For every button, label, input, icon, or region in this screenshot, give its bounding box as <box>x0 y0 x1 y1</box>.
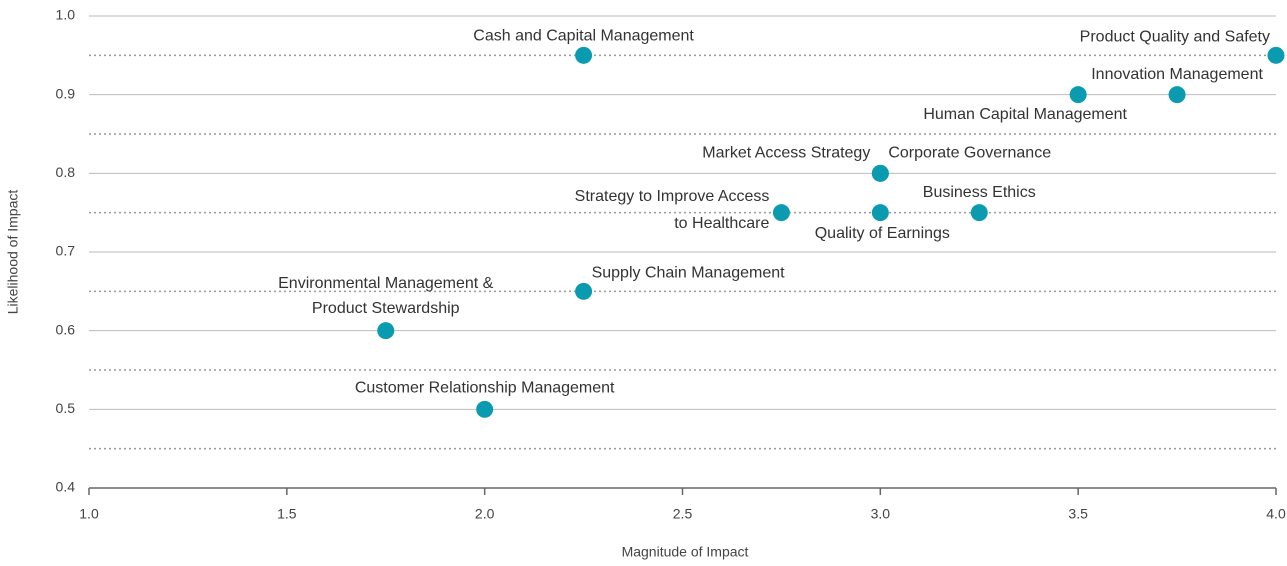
y-axis-label: Likelihood of Impact <box>5 190 21 315</box>
point-label: Quality of Earnings <box>815 225 950 242</box>
point-label: Market Access Strategy <box>702 145 870 162</box>
y-tick-label: 0.4 <box>56 479 76 495</box>
point <box>1267 46 1285 64</box>
point <box>871 164 889 182</box>
point-label: to Healthcare <box>674 215 769 232</box>
point <box>575 46 593 64</box>
y-tick-label: 0.6 <box>56 321 76 337</box>
x-tick-label: 2.5 <box>673 506 693 522</box>
point <box>1168 86 1186 104</box>
y-tick-label: 0.9 <box>56 85 76 101</box>
point-label: Innovation Management <box>1091 66 1263 83</box>
x-tick-label: 1.0 <box>79 506 99 522</box>
point-label: Corporate Governance <box>888 145 1051 162</box>
point <box>575 282 593 300</box>
point-label: Environmental Management & <box>278 275 494 292</box>
point <box>1069 86 1087 104</box>
x-tick-label: 4.0 <box>1266 506 1286 522</box>
x-axis-label: Magnitude of Impact <box>622 544 749 560</box>
y-tick-label: 0.8 <box>56 164 76 180</box>
point <box>871 204 889 222</box>
x-tick-label: 3.5 <box>1068 506 1088 522</box>
y-tick-label: 0.7 <box>56 243 76 259</box>
point-label: Strategy to Improve Access <box>575 188 770 205</box>
point <box>970 204 988 222</box>
y-tick-label: 1.0 <box>56 7 76 23</box>
point-label: Human Capital Management <box>923 106 1127 123</box>
x-tick-label: 1.5 <box>277 506 297 522</box>
point-label: Product Stewardship <box>312 300 460 317</box>
point <box>377 322 395 340</box>
x-tick-label: 2.0 <box>475 506 495 522</box>
point <box>772 204 790 222</box>
point-label: Business Ethics <box>923 184 1036 201</box>
point-label: Supply Chain Management <box>592 265 786 282</box>
x-tick-label: 3.0 <box>871 506 891 522</box>
point-label: Cash and Capital Management <box>473 28 694 45</box>
point <box>476 400 494 418</box>
point-label: Customer Relationship Management <box>355 380 615 397</box>
y-tick-label: 0.5 <box>56 400 76 416</box>
point-label: Product Quality and Safety <box>1080 29 1270 46</box>
